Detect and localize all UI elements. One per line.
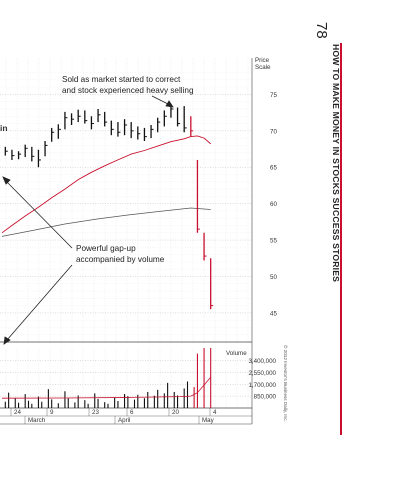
top-annotation-line-2: and stock experienced heavy selling (62, 86, 194, 95)
date-axis: 24 9 23 6 20 4 March April May (10, 408, 217, 424)
price-axis: 75 70 65 60 55 50 45 (270, 92, 277, 317)
date-tick-label: 24 (14, 409, 21, 416)
arrow-top-head (165, 100, 174, 108)
month-label: April (118, 417, 130, 424)
arrow-top-shaft (151, 95, 171, 106)
partial-text: in (0, 123, 8, 133)
price-scale-label-2: Scale (255, 64, 271, 71)
chart-grid (0, 58, 252, 408)
volume-tick-label: 3,400,000 (248, 358, 276, 365)
price-tick-label: 55 (270, 238, 277, 245)
arrow-gap-up-head (2, 176, 11, 185)
price-tick-label: 65 (270, 165, 277, 172)
arrow-gap-up-shaft (5, 180, 73, 249)
volume-average-line (1, 377, 212, 399)
arrow-gap-down-shaft (6, 264, 73, 341)
volume-tick-label: 2,550,000 (248, 370, 276, 377)
month-label: March (28, 417, 46, 424)
price-tick-label: 45 (270, 310, 277, 317)
date-tick-label: 6 (130, 409, 134, 416)
annotation-arrows (2, 95, 174, 345)
copyright: © 2012 Investor's Business Daily, Inc. (283, 345, 288, 422)
chart-frame (0, 58, 253, 425)
date-tick-label: 23 (92, 409, 99, 416)
arrow-gap-down-head (3, 336, 11, 345)
volume-tick-label: 850,000 (254, 394, 277, 401)
price-tick-label: 70 (270, 128, 277, 135)
accent-rule (340, 43, 342, 435)
gap-annotation-line-2: accompanied by volume (76, 255, 165, 264)
date-tick-label: 9 (50, 409, 54, 416)
price-scale-label-1: Price (255, 57, 270, 64)
volume-tick-label: 1,700,000 (248, 382, 276, 389)
price-tick-label: 75 (270, 92, 277, 99)
price-tick-label: 50 (270, 274, 277, 281)
date-tick-label: 4 (213, 409, 217, 416)
moving-average-long (1, 207, 211, 237)
price-bars (4, 104, 214, 310)
volume-label: Volume (226, 350, 247, 357)
top-annotation-line-1: Sold as market started to correct (62, 75, 181, 84)
month-label: May (202, 417, 215, 424)
moving-average-long-line (1, 207, 211, 237)
volume-axis: 3,400,000 2,550,000 1,700,000 850,000 (248, 358, 276, 401)
volume-bars (4, 348, 212, 408)
price-tick-label: 60 (270, 201, 277, 208)
volume-average-path (1, 377, 212, 399)
page-number: 78 (313, 22, 330, 39)
gap-annotation-line-1: Powerful gap-up (76, 244, 136, 253)
date-tick-label: 20 (172, 409, 179, 416)
